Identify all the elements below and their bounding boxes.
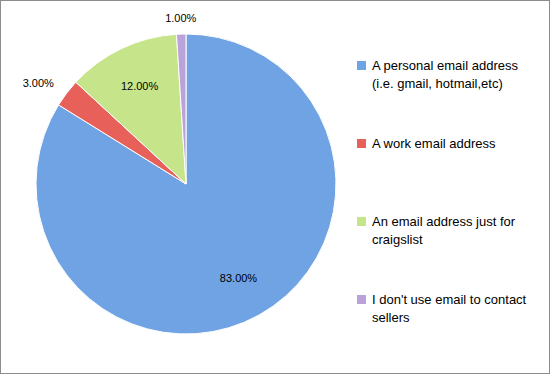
svg-text:83.00%: 83.00% bbox=[220, 272, 258, 284]
html-text:An email address just for crai: An email address just for craigslist bbox=[372, 214, 516, 247]
svg-text:12.00%: 12.00% bbox=[121, 80, 159, 92]
html-text:I don't use email to contact s: I don't use email to contact sellers bbox=[372, 292, 527, 325]
svg-text:1.00%: 1.00% bbox=[165, 12, 196, 24]
html-text:A work email address: A work email address bbox=[372, 136, 496, 151]
html-text:A personal email address (i.e.: A personal email address (i.e. gmail, ho… bbox=[372, 58, 518, 91]
svg-text:3.00%: 3.00% bbox=[23, 77, 54, 89]
